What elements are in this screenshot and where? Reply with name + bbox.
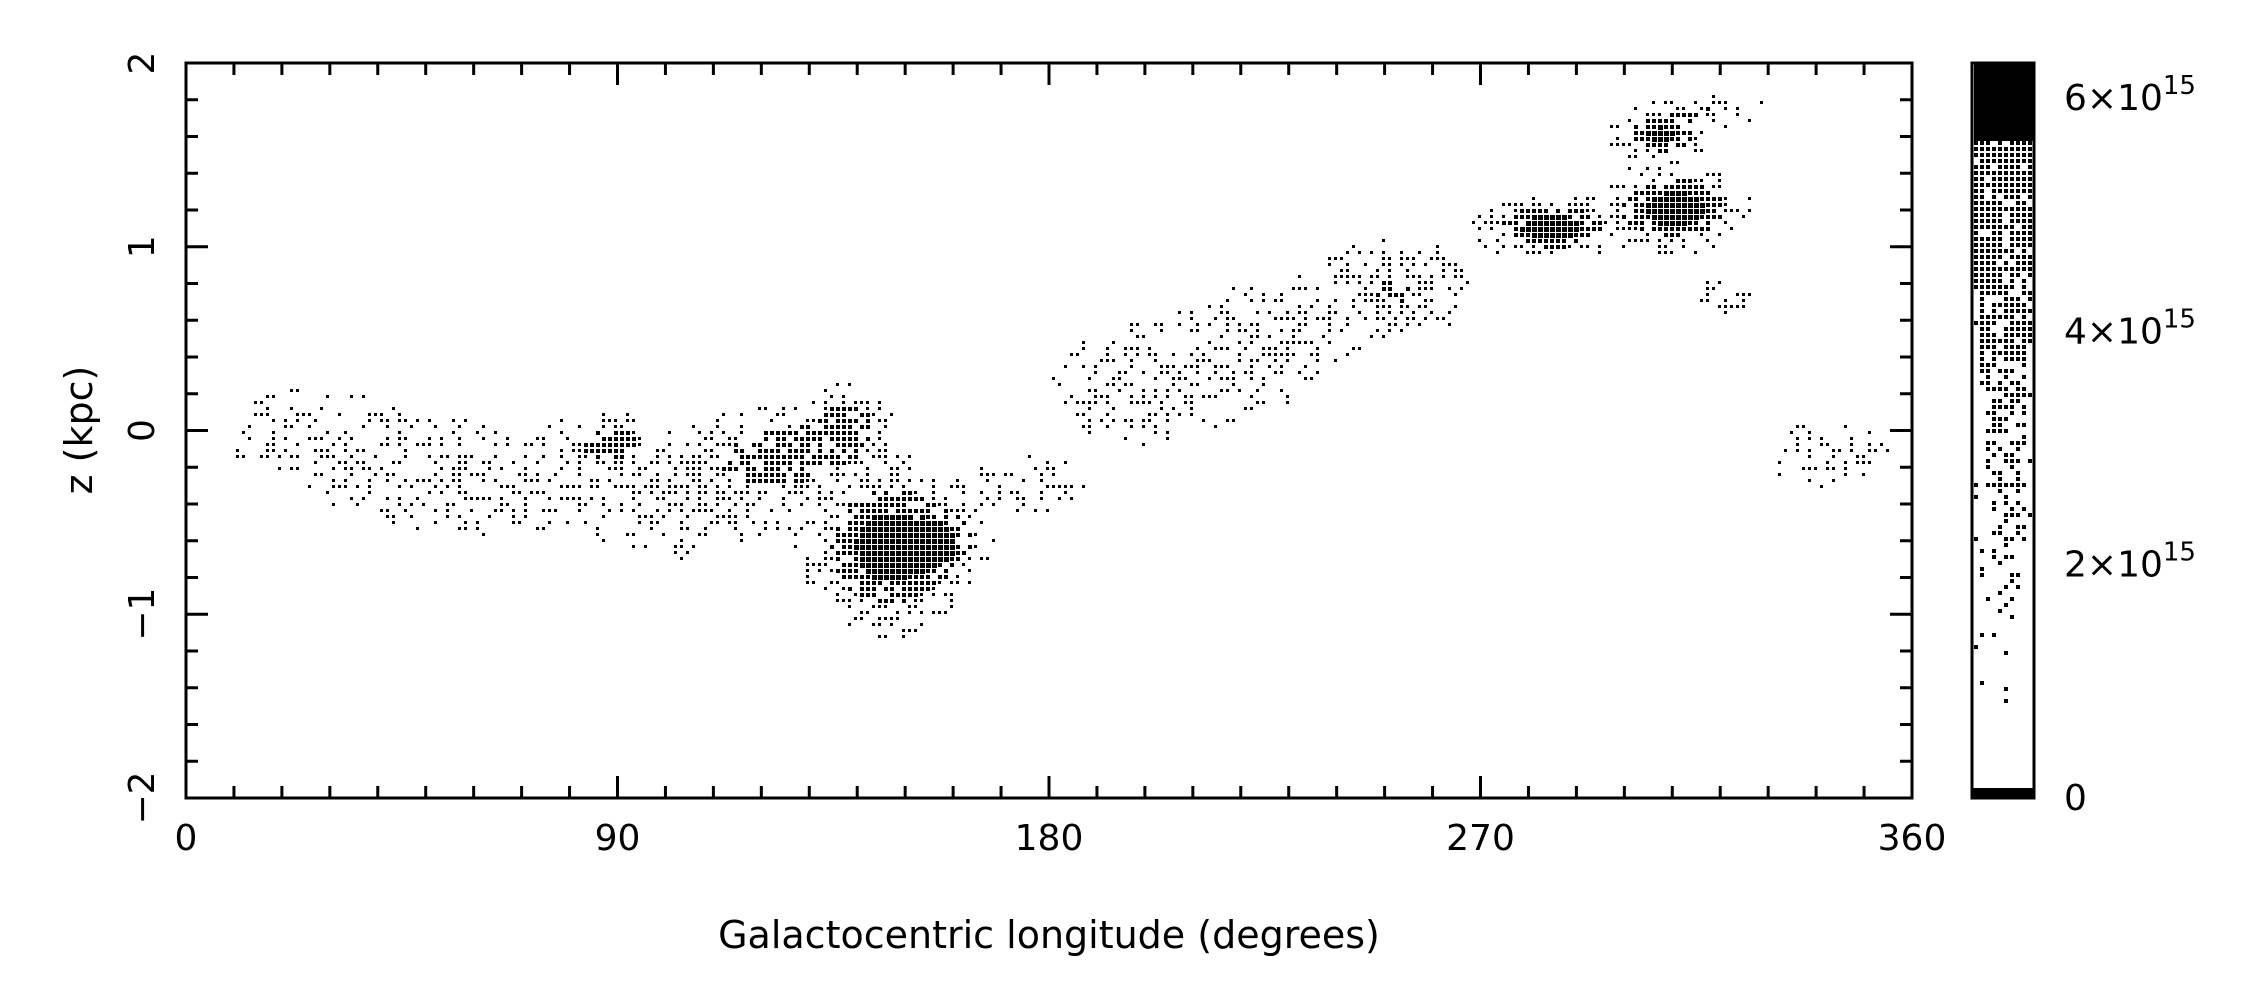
colorbar-stipple (1972, 63, 2034, 798)
y-tick-label: 0 (122, 419, 163, 442)
y-tick-label: 1 (122, 235, 163, 258)
colorbar-frame (1970, 61, 2036, 800)
colorbar: 0 2×1015 4×1015 6×1015 (1970, 61, 2196, 819)
y-tick-label: −1 (122, 588, 163, 641)
colorbar-zero-band (1972, 788, 2034, 798)
y-tick-label: 2 (122, 52, 163, 75)
colorbar-tick-label: 6×1015 (2064, 71, 2196, 119)
axis-tick-labels: 0 90 180 270 360 −2 −1 0 1 2 (122, 52, 1946, 859)
x-tick-label: 360 (1878, 818, 1947, 859)
y-tick-label: −2 (122, 771, 163, 824)
colorbar-tick-label: 4×1015 (2064, 304, 2196, 352)
plot-frame (184, 61, 1914, 800)
x-tick-label: 90 (595, 818, 641, 859)
tick-marks (184, 61, 1914, 800)
x-tick-label: 180 (1015, 818, 1084, 859)
axis-ticks (184, 61, 1914, 800)
x-tick-label: 270 (1446, 818, 1515, 859)
y-axis-label: z (kpc) (57, 366, 101, 495)
colorbar-tick-label: 0 (2064, 778, 2087, 819)
x-axis-label: Galactocentric longitude (degrees) (718, 913, 1380, 957)
density-stipple (236, 95, 1889, 638)
colorbar-tick-label: 2×1015 (2064, 538, 2196, 586)
colorbar-tick-labels: 0 2×1015 4×1015 6×1015 (2064, 71, 2196, 819)
x-tick-label: 0 (175, 818, 198, 859)
density-dots (236, 95, 1889, 638)
colorbar-dots (1974, 63, 2034, 703)
